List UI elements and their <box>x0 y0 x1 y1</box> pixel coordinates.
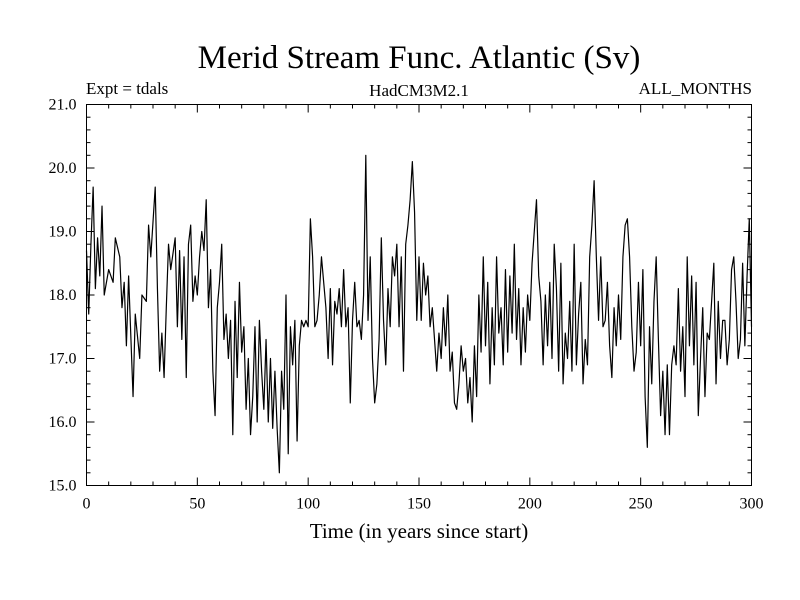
x-tick-labels: 0 50 100 150 200 250 300 <box>83 496 764 513</box>
subtitle-right: ALL_MONTHS <box>639 79 752 98</box>
x-tick-label: 100 <box>296 496 320 513</box>
x-axis-ticks <box>86 104 752 486</box>
y-tick-labels: 15.0 16.0 17.0 18.0 19.0 20.0 21.0 <box>49 97 77 495</box>
x-tick-label: 300 <box>740 496 764 513</box>
y-tick-label: 21.0 <box>49 97 77 114</box>
y-tick-label: 18.0 <box>49 287 77 304</box>
x-tick-label: 50 <box>189 496 205 513</box>
x-tick-label: 200 <box>518 496 542 513</box>
y-axis-ticks <box>86 104 752 486</box>
y-tick-label: 20.0 <box>49 160 77 177</box>
x-tick-label: 0 <box>83 496 91 513</box>
subtitle-center: HadCM3M2.1 <box>369 81 469 100</box>
y-tick-label: 19.0 <box>49 224 77 241</box>
y-tick-label: 15.0 <box>49 478 77 495</box>
y-tick-label: 17.0 <box>49 351 77 368</box>
plot-frame <box>86 104 752 486</box>
x-axis-label: Time (in years since start) <box>310 519 529 543</box>
subtitle-left: Expt = tdals <box>86 79 168 98</box>
series-line <box>85 154 753 474</box>
x-tick-label: 250 <box>629 496 653 513</box>
y-tick-label: 16.0 <box>49 414 77 431</box>
x-tick-label: 150 <box>407 496 431 513</box>
chart-title: Merid Stream Func. Atlantic (Sv) <box>198 40 641 76</box>
